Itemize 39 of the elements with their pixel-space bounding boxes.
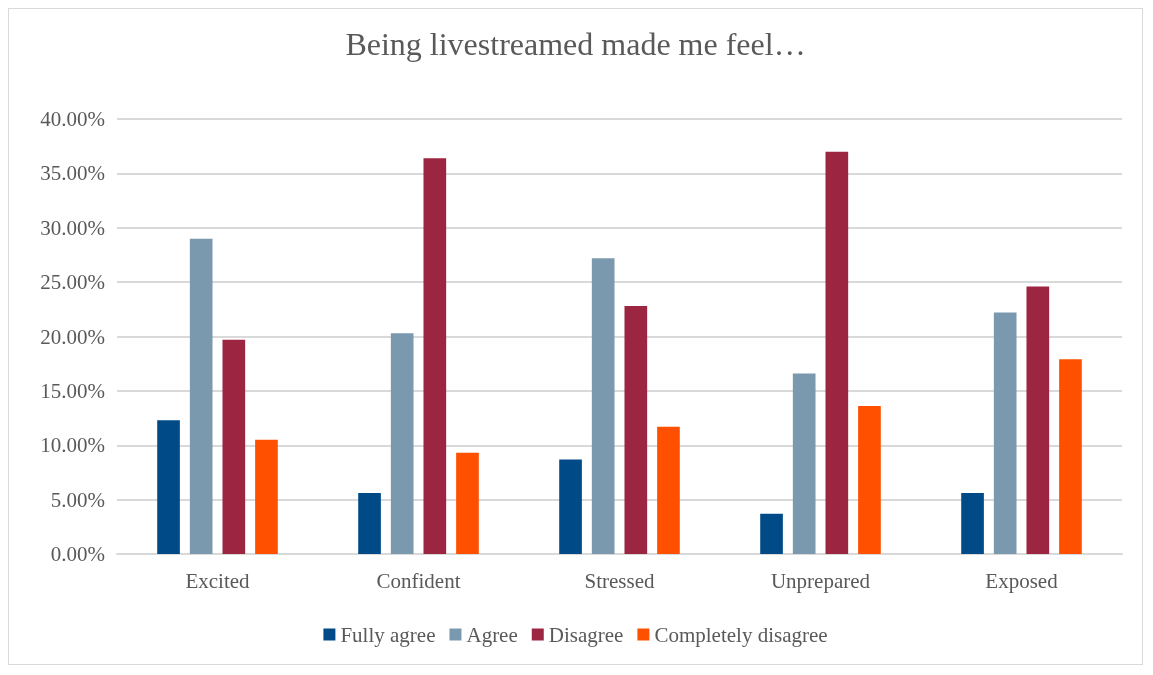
legend-label: Completely disagree	[654, 622, 828, 647]
legend-label: Disagree	[548, 622, 624, 647]
y-tick-label: 5.00%	[50, 487, 105, 512]
legend-label: Fully agree	[340, 622, 436, 647]
x-tick-label: Excited	[185, 568, 251, 593]
y-tick-label: 35.00%	[40, 161, 105, 186]
bar	[222, 339, 246, 554]
bar	[189, 238, 213, 554]
bar	[157, 420, 180, 554]
bar	[358, 493, 381, 554]
y-tick-label: 40.00%	[40, 107, 105, 131]
bar	[423, 158, 447, 554]
chart-title: Being livestreamed made me feel…	[345, 26, 806, 62]
bar	[456, 452, 479, 554]
bar	[657, 426, 680, 554]
x-tick-label: Confident	[376, 568, 461, 593]
bar	[559, 459, 582, 554]
bar	[1026, 286, 1050, 554]
bar	[825, 151, 849, 554]
legend-label: Agree	[466, 622, 518, 647]
y-tick-label: 25.00%	[40, 270, 105, 295]
bar	[993, 312, 1017, 554]
bar	[255, 439, 278, 554]
y-tick-label: 0.00%	[50, 542, 105, 566]
x-tick-label: Unprepared	[770, 568, 871, 593]
bar	[624, 306, 648, 554]
bar	[858, 406, 881, 554]
bar	[390, 333, 414, 554]
y-tick-label: 20.00%	[40, 324, 105, 349]
bar	[591, 258, 615, 554]
x-tick-label: Exposed	[985, 568, 1059, 593]
bar	[760, 513, 783, 554]
y-tick-label: 30.00%	[40, 215, 105, 240]
bar	[792, 373, 816, 554]
bar	[1059, 359, 1082, 554]
x-tick-label: Stressed	[584, 568, 655, 593]
y-tick-label: 10.00%	[40, 433, 105, 458]
y-tick-label: 15.00%	[40, 378, 105, 403]
bar	[961, 493, 984, 554]
